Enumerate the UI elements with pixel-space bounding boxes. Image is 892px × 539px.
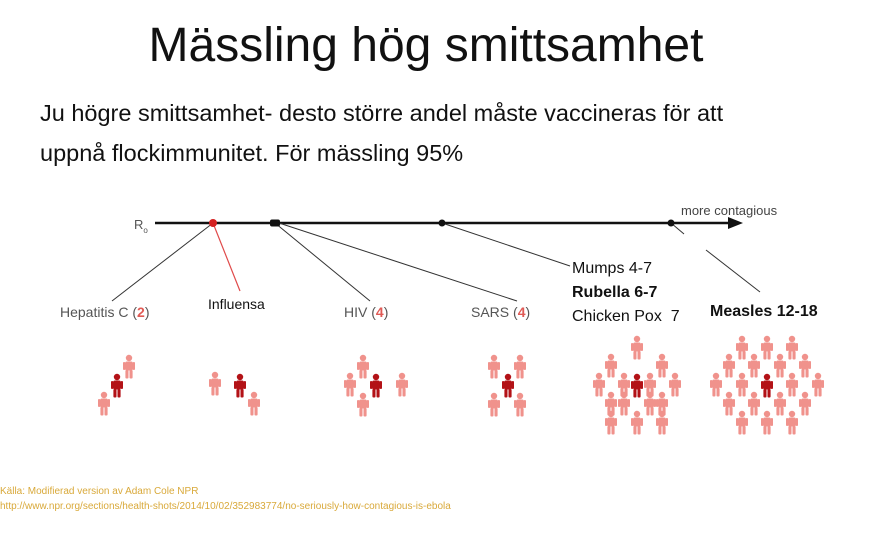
contact-person-icon [248, 391, 260, 416]
axis-end-label: more contagious [681, 203, 778, 218]
cluster-sars [488, 354, 526, 417]
contact-person-icon [736, 372, 748, 397]
infected-person-icon [631, 373, 643, 398]
contact-person-icon [812, 372, 824, 397]
slide-subtitle: Ju högre smittsamhet- desto större andel… [40, 93, 870, 173]
contact-person-icon [644, 391, 656, 416]
contact-person-icon [514, 392, 526, 417]
contact-person-icon [396, 372, 408, 397]
label-influensa: Influensa [208, 296, 265, 312]
contact-person-icon [344, 372, 356, 397]
cluster-influensa [209, 371, 260, 416]
contact-person-icon [799, 391, 811, 416]
source-url: http://www.npr.org/sections/health-shots… [0, 501, 451, 512]
contact-person-icon [786, 372, 798, 397]
slide-title: Mässling hög smittsamhet [148, 19, 704, 72]
contact-person-icon [357, 392, 369, 417]
axis-point-hepatitis [209, 219, 217, 227]
infected-person-icon [761, 373, 773, 398]
cluster-mumps [593, 335, 681, 435]
label-hepatitis: Hepatitis C (2) [60, 304, 150, 320]
axis-point-measles [667, 219, 675, 227]
contact-person-icon [799, 353, 811, 378]
connector-measles-lower [705, 249, 761, 293]
contact-person-icon [209, 371, 221, 396]
contact-person-icon [774, 391, 786, 416]
contact-person-icon [723, 353, 735, 378]
label-measles: Measles 12-18 [710, 303, 818, 320]
contact-person-icon [786, 335, 798, 360]
contact-person-icon [786, 410, 798, 435]
label-mumps: Mumps 4-7 [572, 260, 652, 277]
r0-label: Ro [134, 217, 148, 235]
axis-arrowhead [728, 217, 743, 229]
contact-person-icon [656, 410, 668, 435]
infected-person-icon [502, 373, 514, 398]
contact-person-icon [748, 353, 760, 378]
label-sars: SARS (4) [471, 304, 530, 320]
connector-sars [278, 222, 518, 302]
source-credit: Källa: Modifierad version av Adam Cole N… [0, 486, 199, 497]
subtitle-line-1: Ju högre smittsamhet- desto större andel… [40, 100, 724, 126]
contact-person-icon [357, 354, 369, 379]
connector-hiv [274, 222, 371, 302]
connector-lines [111, 222, 761, 302]
infected-person-icon [111, 373, 123, 398]
label-rubella: Rubella 6-7 [572, 284, 657, 301]
subtitle-line-2: uppnå flockimmunitet. För mässling 95% [40, 140, 464, 166]
contact-person-icon [98, 391, 110, 416]
connector-hepatitis [111, 222, 214, 302]
contact-person-icon [656, 353, 668, 378]
contact-person-icon [488, 354, 500, 379]
contact-person-icon [631, 335, 643, 360]
contact-person-icon [669, 372, 681, 397]
contact-person-icon [618, 391, 630, 416]
axis-point-hiv-sars [270, 219, 280, 227]
contact-person-icon [123, 354, 135, 379]
connector-mumps [441, 222, 571, 267]
contact-person-icon [761, 335, 773, 360]
contact-person-icon [736, 410, 748, 435]
contact-person-icon [605, 410, 617, 435]
label-hiv: HIV (4) [344, 304, 388, 320]
contact-person-icon [593, 372, 605, 397]
cluster-measles [710, 335, 824, 435]
infected-person-icon [370, 373, 382, 398]
contact-person-icon [723, 391, 735, 416]
contact-person-icon [736, 335, 748, 360]
infected-person-icon [234, 373, 246, 398]
axis-point-mumps [438, 219, 446, 227]
contact-person-icon [748, 391, 760, 416]
contact-person-icon [631, 410, 643, 435]
cluster-hepatitis [98, 354, 135, 416]
label-chicken-pox: Chicken Pox 7 [572, 308, 680, 325]
contact-person-icon [514, 354, 526, 379]
contact-person-icon [774, 353, 786, 378]
connector-influensa [212, 222, 241, 292]
contact-person-icon [488, 392, 500, 417]
contact-person-icon [605, 353, 617, 378]
cluster-hiv [344, 354, 408, 417]
people-clusters [98, 335, 824, 435]
contact-person-icon [710, 372, 722, 397]
contact-person-icon [761, 410, 773, 435]
